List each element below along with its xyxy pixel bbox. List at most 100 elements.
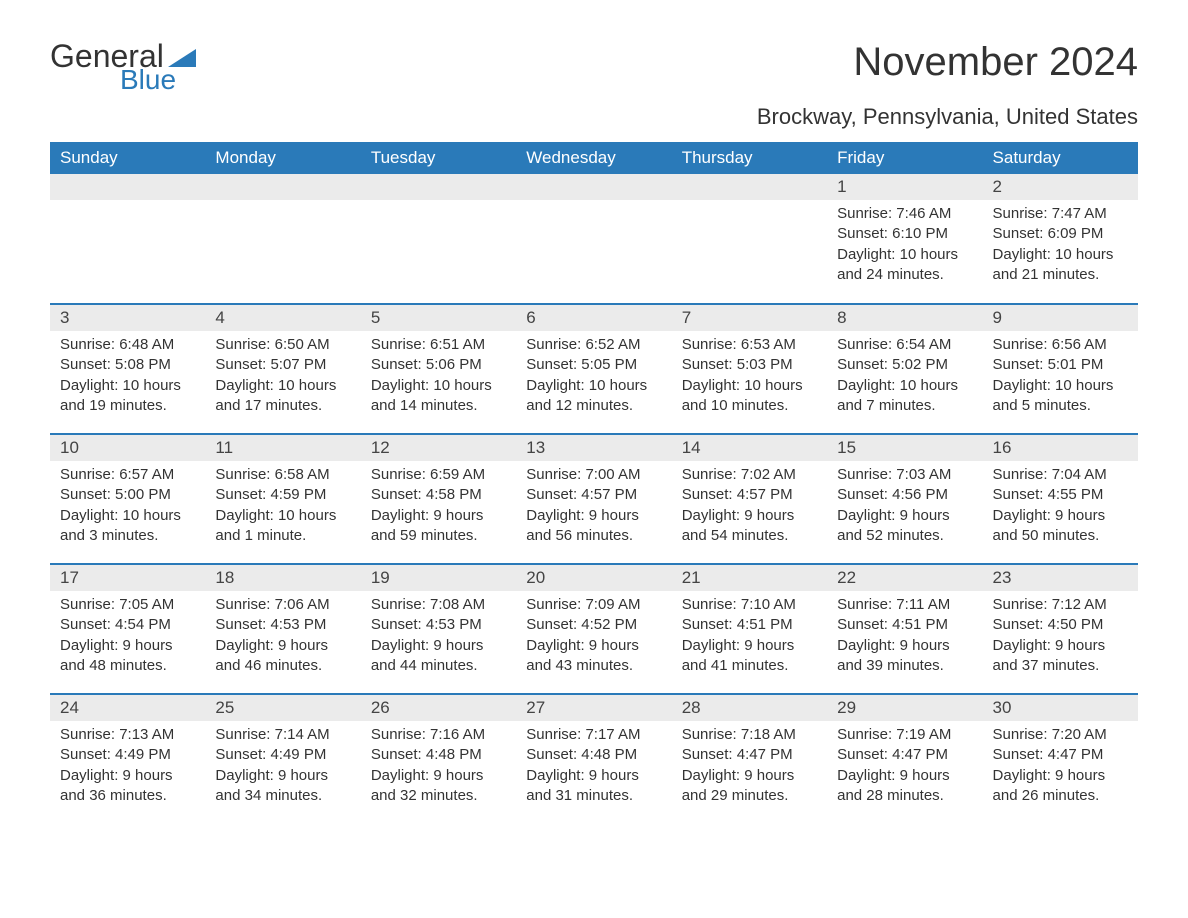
daylight-line: Daylight: 10 hours and 10 minutes. xyxy=(682,376,817,417)
day-content: Sunrise: 6:59 AMSunset: 4:58 PMDaylight:… xyxy=(361,461,516,556)
sunset-line: Sunset: 4:59 PM xyxy=(215,485,350,505)
sunrise-line: Sunrise: 6:50 AM xyxy=(215,335,350,355)
day-number: 29 xyxy=(827,695,982,721)
sunrise-line: Sunrise: 7:17 AM xyxy=(526,725,661,745)
calendar-week-row: 1Sunrise: 7:46 AMSunset: 6:10 PMDaylight… xyxy=(50,174,1138,304)
sunset-line: Sunset: 4:49 PM xyxy=(215,745,350,765)
calendar-cell: 18Sunrise: 7:06 AMSunset: 4:53 PMDayligh… xyxy=(205,564,360,694)
sunrise-line: Sunrise: 7:20 AM xyxy=(993,725,1128,745)
day-content: Sunrise: 7:14 AMSunset: 4:49 PMDaylight:… xyxy=(205,721,360,816)
sunset-line: Sunset: 5:06 PM xyxy=(371,355,506,375)
sunset-line: Sunset: 5:05 PM xyxy=(526,355,661,375)
sunrise-line: Sunrise: 6:58 AM xyxy=(215,465,350,485)
calendar-cell: 24Sunrise: 7:13 AMSunset: 4:49 PMDayligh… xyxy=(50,694,205,824)
sunset-line: Sunset: 4:58 PM xyxy=(371,485,506,505)
day-number: 3 xyxy=(50,305,205,331)
calendar-cell: 7Sunrise: 6:53 AMSunset: 5:03 PMDaylight… xyxy=(672,304,827,434)
calendar-cell xyxy=(205,174,360,304)
empty-day xyxy=(205,174,360,200)
calendar-cell: 26Sunrise: 7:16 AMSunset: 4:48 PMDayligh… xyxy=(361,694,516,824)
calendar-cell: 9Sunrise: 6:56 AMSunset: 5:01 PMDaylight… xyxy=(983,304,1138,434)
daylight-line: Daylight: 9 hours and 50 minutes. xyxy=(993,506,1128,547)
calendar-head: SundayMondayTuesdayWednesdayThursdayFrid… xyxy=(50,142,1138,174)
daylight-line: Daylight: 9 hours and 34 minutes. xyxy=(215,766,350,807)
daylight-line: Daylight: 9 hours and 29 minutes. xyxy=(682,766,817,807)
daylight-line: Daylight: 9 hours and 26 minutes. xyxy=(993,766,1128,807)
day-content: Sunrise: 6:51 AMSunset: 5:06 PMDaylight:… xyxy=(361,331,516,426)
sunrise-line: Sunrise: 7:47 AM xyxy=(993,204,1128,224)
calendar-cell: 19Sunrise: 7:08 AMSunset: 4:53 PMDayligh… xyxy=(361,564,516,694)
day-of-week-header: Wednesday xyxy=(516,142,671,174)
page-subtitle: Brockway, Pennsylvania, United States xyxy=(50,104,1138,130)
day-number: 8 xyxy=(827,305,982,331)
daylight-line: Daylight: 9 hours and 48 minutes. xyxy=(60,636,195,677)
day-number: 5 xyxy=(361,305,516,331)
day-number: 19 xyxy=(361,565,516,591)
day-number: 14 xyxy=(672,435,827,461)
day-number: 4 xyxy=(205,305,360,331)
sunset-line: Sunset: 4:48 PM xyxy=(526,745,661,765)
daylight-line: Daylight: 10 hours and 7 minutes. xyxy=(837,376,972,417)
sunset-line: Sunset: 4:57 PM xyxy=(526,485,661,505)
sunrise-line: Sunrise: 7:18 AM xyxy=(682,725,817,745)
empty-day xyxy=(672,174,827,200)
sunrise-line: Sunrise: 7:12 AM xyxy=(993,595,1128,615)
day-content: Sunrise: 6:56 AMSunset: 5:01 PMDaylight:… xyxy=(983,331,1138,426)
sunrise-line: Sunrise: 7:16 AM xyxy=(371,725,506,745)
sunset-line: Sunset: 5:00 PM xyxy=(60,485,195,505)
sunrise-line: Sunrise: 6:48 AM xyxy=(60,335,195,355)
sunrise-line: Sunrise: 7:13 AM xyxy=(60,725,195,745)
calendar-cell: 8Sunrise: 6:54 AMSunset: 5:02 PMDaylight… xyxy=(827,304,982,434)
calendar-cell: 13Sunrise: 7:00 AMSunset: 4:57 PMDayligh… xyxy=(516,434,671,564)
sunset-line: Sunset: 4:52 PM xyxy=(526,615,661,635)
day-content: Sunrise: 6:58 AMSunset: 4:59 PMDaylight:… xyxy=(205,461,360,556)
day-of-week-header: Saturday xyxy=(983,142,1138,174)
daylight-line: Daylight: 9 hours and 46 minutes. xyxy=(215,636,350,677)
daylight-line: Daylight: 9 hours and 36 minutes. xyxy=(60,766,195,807)
sunrise-line: Sunrise: 7:11 AM xyxy=(837,595,972,615)
sunset-line: Sunset: 4:53 PM xyxy=(215,615,350,635)
calendar-cell: 27Sunrise: 7:17 AMSunset: 4:48 PMDayligh… xyxy=(516,694,671,824)
daylight-line: Daylight: 10 hours and 12 minutes. xyxy=(526,376,661,417)
day-content: Sunrise: 7:00 AMSunset: 4:57 PMDaylight:… xyxy=(516,461,671,556)
day-content: Sunrise: 7:02 AMSunset: 4:57 PMDaylight:… xyxy=(672,461,827,556)
sunset-line: Sunset: 4:47 PM xyxy=(837,745,972,765)
sunset-line: Sunset: 5:02 PM xyxy=(837,355,972,375)
calendar-cell: 23Sunrise: 7:12 AMSunset: 4:50 PMDayligh… xyxy=(983,564,1138,694)
empty-day xyxy=(361,174,516,200)
sunset-line: Sunset: 5:03 PM xyxy=(682,355,817,375)
sunset-line: Sunset: 4:53 PM xyxy=(371,615,506,635)
sunrise-line: Sunrise: 7:10 AM xyxy=(682,595,817,615)
daylight-line: Daylight: 9 hours and 41 minutes. xyxy=(682,636,817,677)
daylight-line: Daylight: 10 hours and 5 minutes. xyxy=(993,376,1128,417)
sunrise-line: Sunrise: 7:02 AM xyxy=(682,465,817,485)
calendar-cell: 22Sunrise: 7:11 AMSunset: 4:51 PMDayligh… xyxy=(827,564,982,694)
daylight-line: Daylight: 10 hours and 17 minutes. xyxy=(215,376,350,417)
sunset-line: Sunset: 6:10 PM xyxy=(837,224,972,244)
calendar-cell: 2Sunrise: 7:47 AMSunset: 6:09 PMDaylight… xyxy=(983,174,1138,304)
day-content: Sunrise: 6:53 AMSunset: 5:03 PMDaylight:… xyxy=(672,331,827,426)
calendar-week-row: 17Sunrise: 7:05 AMSunset: 4:54 PMDayligh… xyxy=(50,564,1138,694)
day-number: 15 xyxy=(827,435,982,461)
sunset-line: Sunset: 5:07 PM xyxy=(215,355,350,375)
sunrise-line: Sunrise: 7:14 AM xyxy=(215,725,350,745)
daylight-line: Daylight: 10 hours and 21 minutes. xyxy=(993,245,1128,286)
sunset-line: Sunset: 6:09 PM xyxy=(993,224,1128,244)
calendar-cell: 11Sunrise: 6:58 AMSunset: 4:59 PMDayligh… xyxy=(205,434,360,564)
day-content: Sunrise: 7:05 AMSunset: 4:54 PMDaylight:… xyxy=(50,591,205,686)
calendar-cell: 5Sunrise: 6:51 AMSunset: 5:06 PMDaylight… xyxy=(361,304,516,434)
day-number: 23 xyxy=(983,565,1138,591)
day-number: 12 xyxy=(361,435,516,461)
logo: General Blue xyxy=(50,40,196,94)
day-number: 16 xyxy=(983,435,1138,461)
sunset-line: Sunset: 5:08 PM xyxy=(60,355,195,375)
sunrise-line: Sunrise: 6:56 AM xyxy=(993,335,1128,355)
daylight-line: Daylight: 9 hours and 56 minutes. xyxy=(526,506,661,547)
day-content: Sunrise: 7:09 AMSunset: 4:52 PMDaylight:… xyxy=(516,591,671,686)
day-number: 25 xyxy=(205,695,360,721)
day-of-week-header: Tuesday xyxy=(361,142,516,174)
daylight-line: Daylight: 9 hours and 28 minutes. xyxy=(837,766,972,807)
day-content: Sunrise: 7:06 AMSunset: 4:53 PMDaylight:… xyxy=(205,591,360,686)
sunrise-line: Sunrise: 7:19 AM xyxy=(837,725,972,745)
day-number: 11 xyxy=(205,435,360,461)
